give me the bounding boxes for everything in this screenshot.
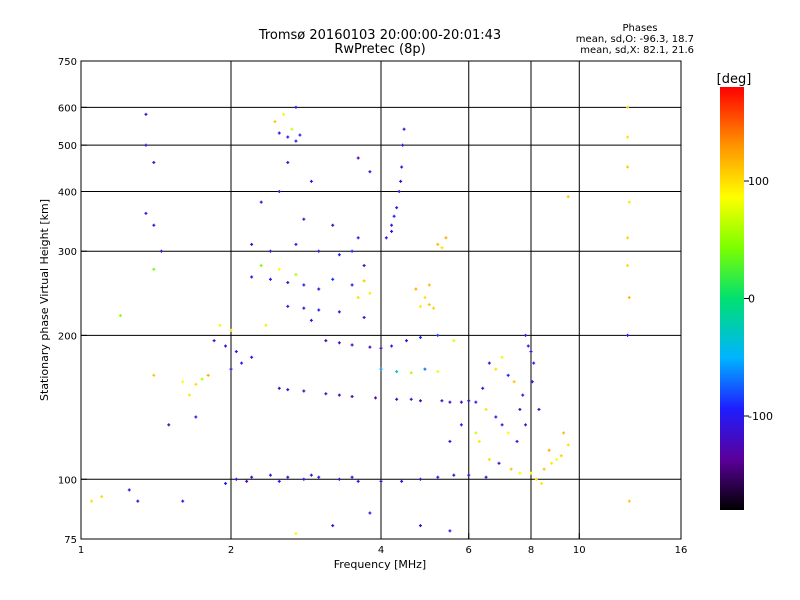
- y-tick-label: 300: [58, 247, 77, 258]
- x-tick-label: 1: [78, 545, 84, 556]
- plot-area: 1 2 4 6 8 10 16 75 100 200 300 400 500 600 750: [58, 57, 687, 556]
- stats-line-o: mean, sd,O: -96.3, 18.7: [576, 34, 694, 45]
- x-axis-label: Frequency [MHz]: [334, 558, 426, 571]
- y-tick-label: 200: [58, 331, 77, 342]
- y-tick-label: 750: [58, 57, 77, 68]
- stats-line-x: mean, sd,X: 82.1, 21.6: [580, 45, 694, 56]
- colorbar-label: [deg]: [717, 72, 752, 87]
- stats-heading: Phases: [622, 23, 657, 34]
- colorbar-tick-label: -100: [748, 410, 773, 423]
- colorbar-tick-label: 0: [748, 293, 755, 306]
- chart-title: Tromsø 20160103 20:00:00-20:01:43: [258, 28, 501, 43]
- chart-subtitle: RwPretec (8p): [334, 42, 425, 57]
- y-axis-label: Stationary phase Virtual Height [km]: [38, 199, 51, 401]
- x-tick-label: 8: [528, 545, 534, 556]
- colorbar-ticks: -100 0 100: [744, 175, 773, 423]
- x-tick-label: 10: [573, 545, 586, 556]
- y-tick-label: 600: [58, 103, 77, 114]
- x-tick-label: 4: [378, 545, 384, 556]
- colorbar-gradient: [720, 87, 744, 510]
- data-points: [90, 105, 631, 536]
- axis-ticks: 1 2 4 6 8 10 16 75 100 200 300 400 500 600 750: [58, 57, 687, 556]
- colorbar: [deg] -100 0 100: [717, 72, 773, 510]
- y-tick-label: 500: [58, 141, 77, 152]
- y-tick-label: 400: [58, 187, 77, 198]
- colorbar-tick-label: 100: [748, 175, 769, 188]
- x-tick-label: 6: [466, 545, 472, 556]
- y-tick-label: 75: [64, 535, 77, 546]
- y-tick-label: 100: [58, 475, 77, 486]
- gridlines: [81, 61, 681, 539]
- x-tick-label: 16: [675, 545, 688, 556]
- x-tick-label: 2: [228, 545, 234, 556]
